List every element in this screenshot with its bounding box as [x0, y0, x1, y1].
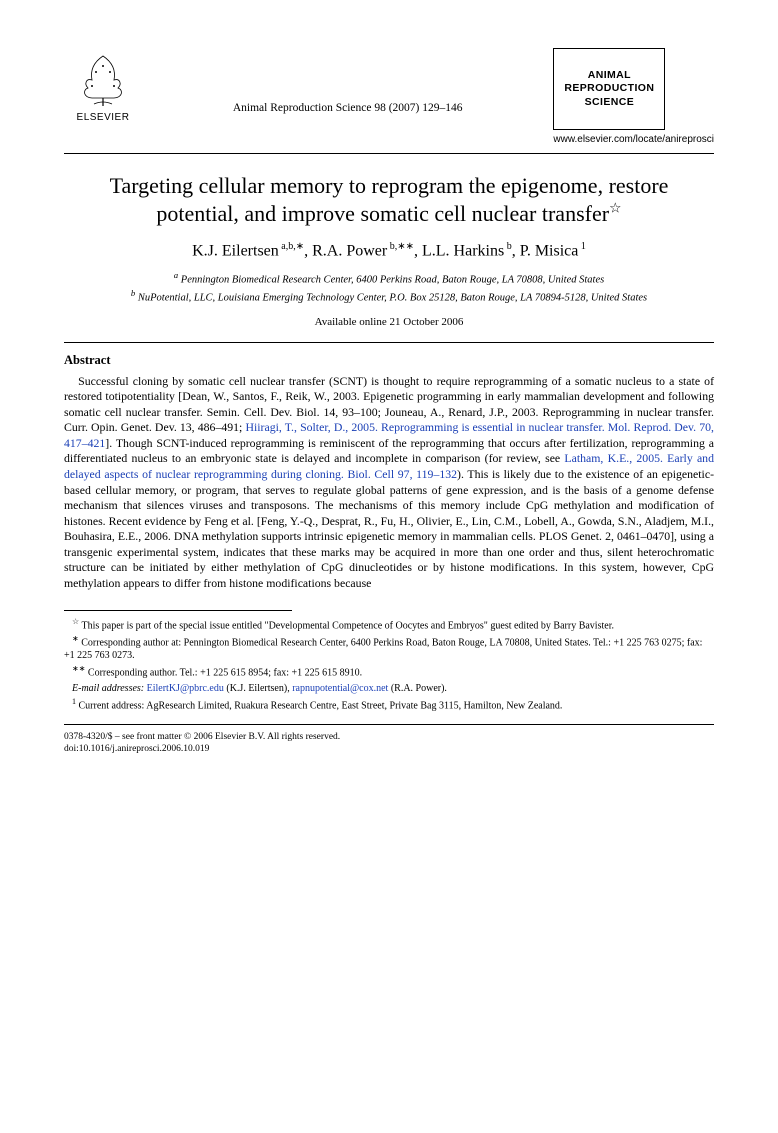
affiliation-b: b NuPotential, LLC, Louisiana Emerging T… [64, 288, 714, 306]
footnotes: ☆ This paper is part of the special issu… [64, 617, 714, 712]
title-text: Targeting cellular memory to reprogram t… [110, 173, 669, 226]
journal-box-wrap: ANIMAL REPRODUCTION SCIENCE www.elsevier… [553, 48, 714, 145]
abstract-body: Successful cloning by somatic cell nucle… [64, 374, 714, 592]
footnote-address-text: Current address: AgResearch Limited, Rua… [79, 700, 563, 711]
footnote-emails: E-mail addresses: EilertKJ@pbrc.edu (K.J… [64, 682, 714, 695]
authors: K.J. Eilertsen a,b,∗, R.A. Power b,∗∗, L… [64, 241, 714, 260]
journal-box-line: REPRODUCTION [564, 82, 654, 95]
email-link-2[interactable]: rapnupotential@cox.net [292, 683, 388, 694]
doi: doi:10.1016/j.anireprosci.2006.10.019 [64, 743, 714, 755]
article-title: Targeting cellular memory to reprogram t… [74, 172, 704, 227]
footnote-divider [64, 610, 292, 611]
email-link-1[interactable]: EilertKJ@pbrc.edu [147, 683, 224, 694]
footnote-address: 1 Current address: AgResearch Limited, R… [64, 697, 714, 712]
affiliation-b-text: NuPotential, LLC, Louisiana Emerging Tec… [138, 293, 647, 304]
copyright-line1: 0378-4320/$ – see front matter © 2006 El… [64, 731, 714, 743]
footnote-corr1: ∗ Corresponding author at: Pennington Bi… [64, 634, 714, 662]
footnote-corr1-text: Corresponding author at: Pennington Biom… [64, 637, 702, 661]
available-online: Available online 21 October 2006 [64, 316, 714, 328]
email-who-2: (R.A. Power). [391, 683, 447, 694]
footnote-corr2: ∗∗ Corresponding author. Tel.: +1 225 61… [64, 664, 714, 679]
divider [64, 153, 714, 154]
affiliation-a: a Pennington Biomedical Research Center,… [64, 270, 714, 288]
journal-box-line: SCIENCE [585, 96, 634, 109]
affiliation-a-text: Pennington Biomedical Research Center, 6… [181, 275, 604, 286]
footnote-star-text: This paper is part of the special issue … [82, 620, 614, 631]
journal-url[interactable]: www.elsevier.com/locate/anireprosci [553, 134, 714, 145]
copyright: 0378-4320/$ – see front matter © 2006 El… [64, 731, 714, 756]
abstract-heading: Abstract [64, 353, 714, 368]
email-who-1: (K.J. Eilertsen), [226, 683, 289, 694]
email-label: E-mail addresses: [72, 683, 144, 694]
title-note-marker: ☆ [609, 201, 622, 216]
divider [64, 724, 714, 725]
header: ELSEVIER Animal Reproduction Science 98 … [64, 48, 714, 145]
footnote-corr2-text: Corresponding author. Tel.: +1 225 615 8… [88, 668, 362, 679]
publisher-logo: ELSEVIER [64, 48, 142, 123]
journal-title-box: ANIMAL REPRODUCTION SCIENCE [553, 48, 665, 130]
divider [64, 342, 714, 343]
journal-box-line: ANIMAL [588, 69, 631, 82]
journal-reference: Animal Reproduction Science 98 (2007) 12… [142, 48, 553, 114]
publisher-name: ELSEVIER [77, 112, 130, 123]
elsevier-tree-icon [72, 48, 134, 110]
affiliations: a Pennington Biomedical Research Center,… [64, 270, 714, 305]
footnote-star: ☆ This paper is part of the special issu… [64, 617, 714, 632]
